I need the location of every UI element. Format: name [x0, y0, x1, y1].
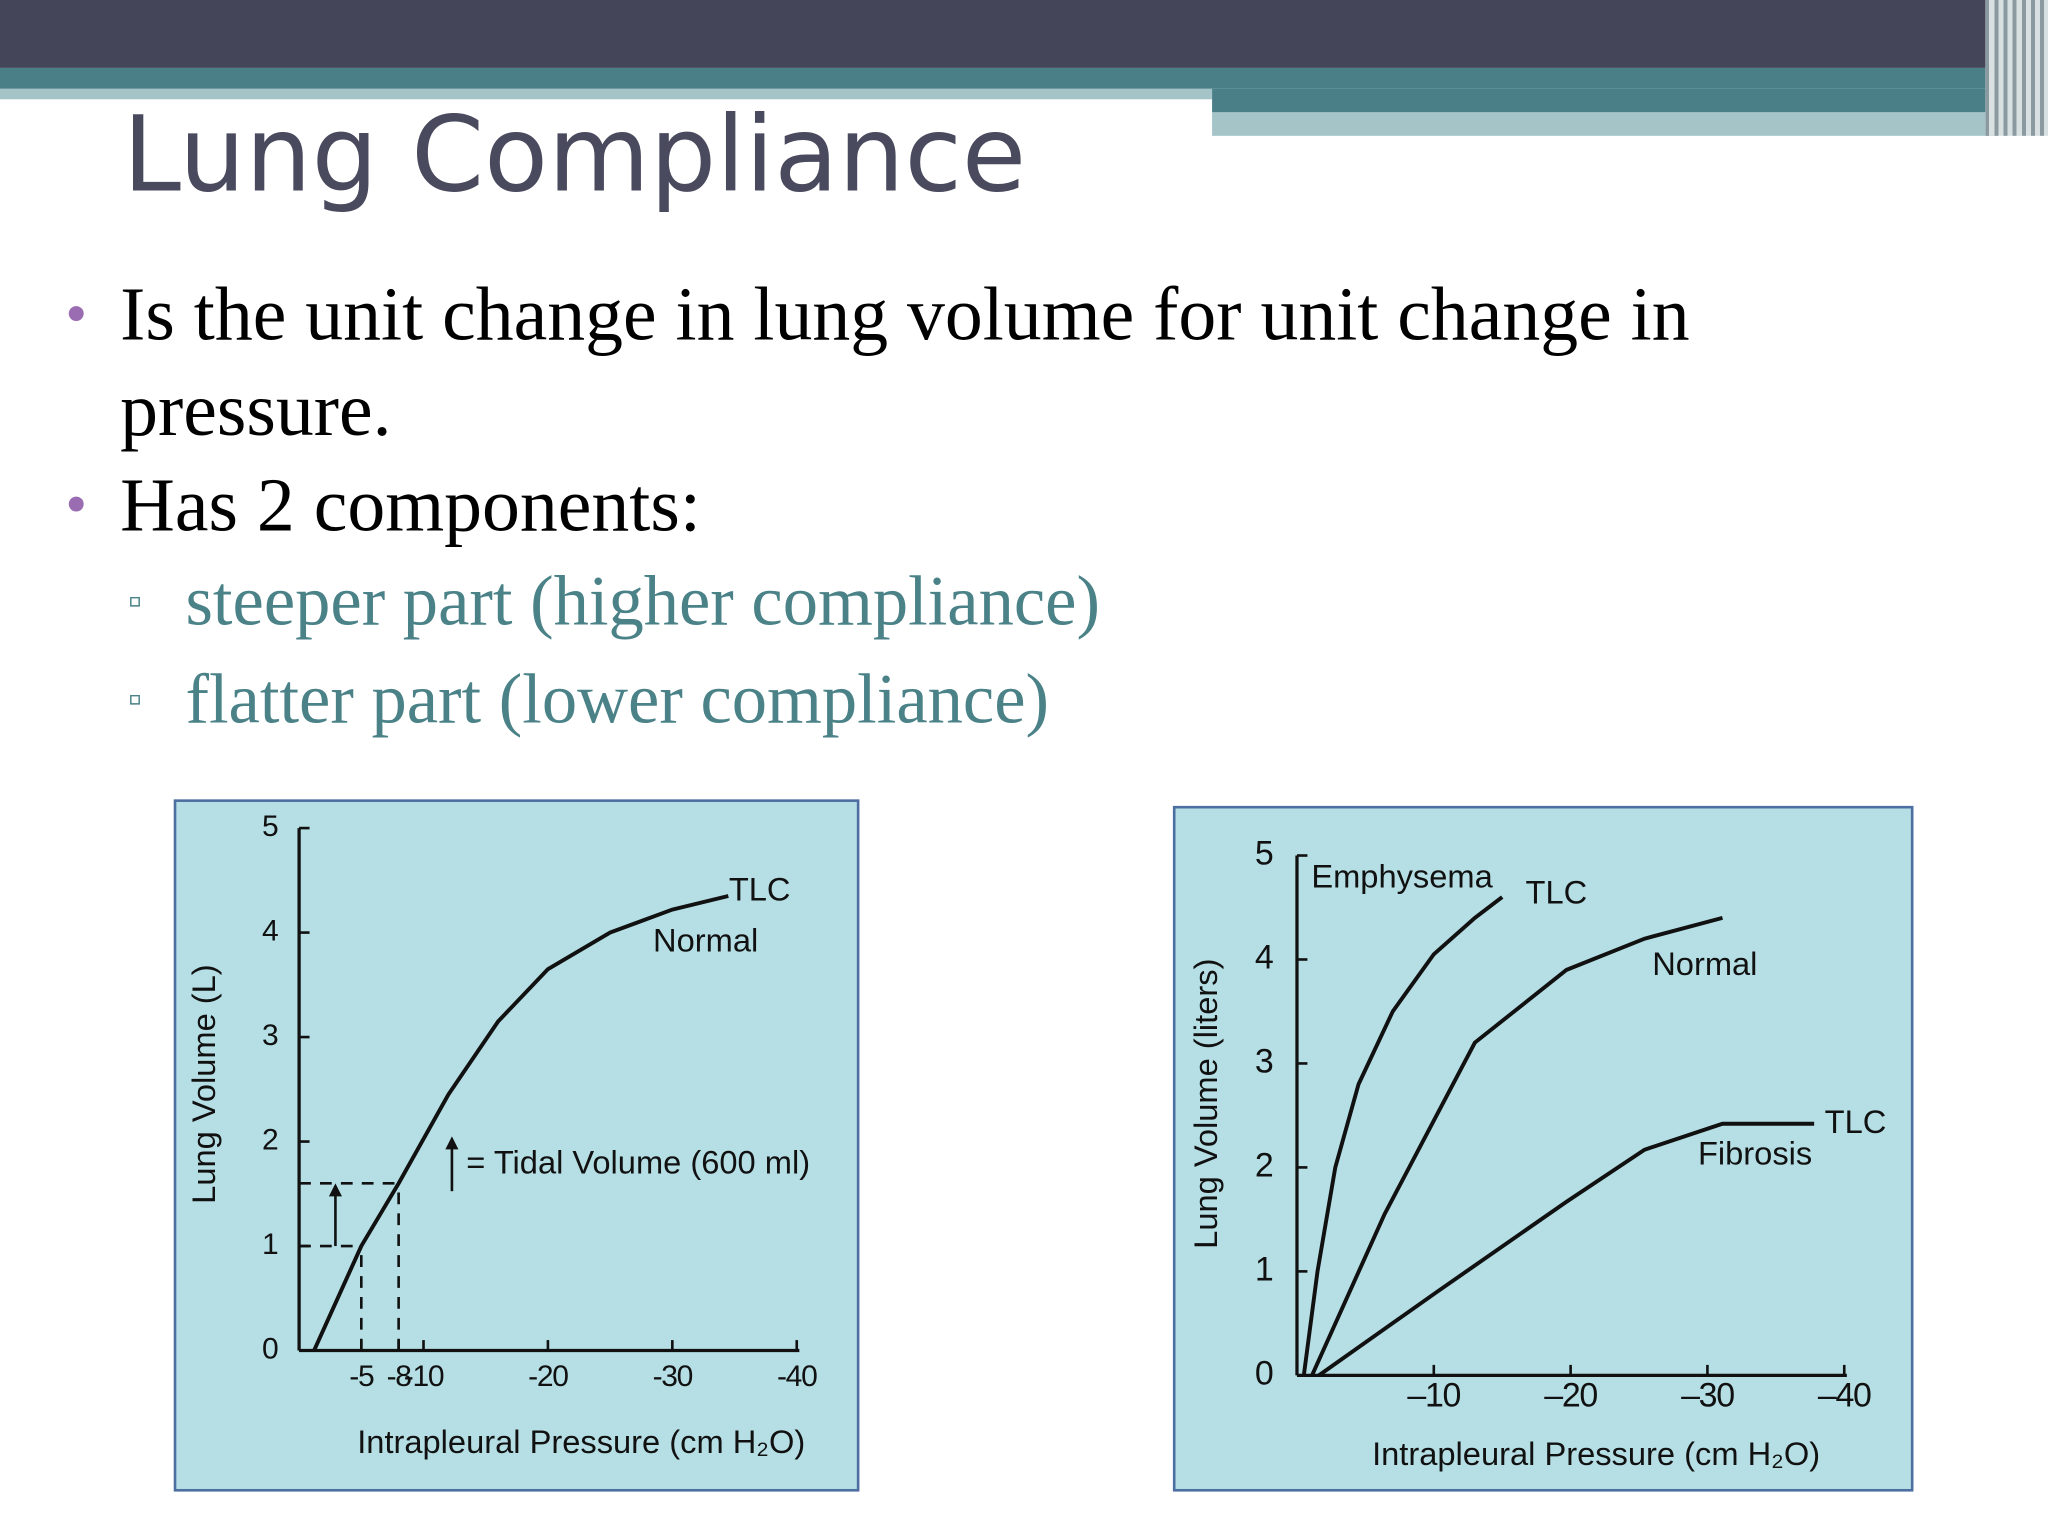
- y-tick-label: 5: [1255, 834, 1274, 872]
- y-tick-label: 3: [262, 1019, 279, 1052]
- series-label: Normal: [1652, 945, 1757, 982]
- x-axis-label: Intrapleural Pressure (cm H₂O): [1372, 1435, 1820, 1472]
- y-axis-label: Lung Volume (liters): [1187, 959, 1224, 1249]
- x-axis-label: Intrapleural Pressure (cm H₂O): [357, 1423, 805, 1460]
- curve: [1301, 895, 1504, 1376]
- bullet-text: Has 2 components:: [120, 462, 701, 547]
- y-tick-label: 2: [262, 1123, 279, 1156]
- y-tick-label: 4: [1255, 938, 1274, 976]
- sub-bullet-list: steeper part (higher compliance) flatter…: [120, 552, 1975, 748]
- y-axis-label: Lung Volume (L): [185, 964, 222, 1204]
- header-stripe: [0, 67, 2048, 89]
- bullet: Is the unit change in lung volume for un…: [120, 266, 1975, 457]
- x-tick-label: –10: [1407, 1377, 1460, 1415]
- x-tick-label: –30: [1681, 1377, 1734, 1415]
- x-tick-label: -40: [777, 1360, 817, 1393]
- bullet: Has 2 components: steeper part (higher c…: [120, 457, 1975, 748]
- x-tick-label: -8: [387, 1360, 412, 1393]
- y-tick-label: 5: [262, 810, 279, 843]
- header-stripe: [0, 88, 1213, 100]
- arrow-head: [445, 1136, 459, 1150]
- header-bar: [0, 0, 2048, 68]
- x-tick-label: -20: [528, 1360, 568, 1393]
- series-label: Fibrosis: [1698, 1135, 1812, 1172]
- annotation: TLC: [1526, 873, 1588, 910]
- bullet-text: Is the unit change in lung volume for un…: [120, 272, 1689, 452]
- sub-bullet: flatter part (lower compliance): [128, 650, 1974, 748]
- curve: [1310, 915, 1723, 1377]
- series-label: Emphysema: [1311, 858, 1493, 895]
- x-tick-label: –40: [1818, 1377, 1871, 1415]
- header-stripe: [1212, 112, 1996, 136]
- x-tick-label: -5: [349, 1360, 374, 1393]
- y-tick-label: 4: [262, 915, 279, 948]
- y-tick-label: 0: [262, 1332, 279, 1365]
- x-tick-label: -10: [404, 1360, 444, 1393]
- chart-panel: [173, 799, 860, 1492]
- curve: [312, 894, 729, 1352]
- bullet-list: Is the unit change in lung volume for un…: [120, 266, 1975, 749]
- y-tick-label: 3: [1255, 1042, 1274, 1080]
- header-stripe: [1212, 88, 1996, 113]
- arrow-head: [328, 1183, 342, 1197]
- x-tick-label: –20: [1544, 1377, 1597, 1415]
- x-tick-label: -30: [653, 1360, 693, 1393]
- curve: [1317, 1121, 1815, 1377]
- y-tick-label: 1: [1255, 1250, 1274, 1288]
- annotation: TLC: [729, 871, 791, 908]
- y-tick-label: 1: [262, 1228, 279, 1261]
- series-label: Normal: [653, 922, 758, 959]
- sub-bullet: steeper part (higher compliance): [128, 552, 1974, 650]
- header-edge: [1985, 0, 2048, 136]
- annotation: = Tidal Volume (600 ml): [466, 1144, 810, 1181]
- slide-title: Lung Compliance: [122, 94, 1027, 216]
- annotation: TLC: [1825, 1103, 1887, 1140]
- y-tick-label: 0: [1255, 1354, 1274, 1392]
- y-tick-label: 2: [1255, 1146, 1274, 1184]
